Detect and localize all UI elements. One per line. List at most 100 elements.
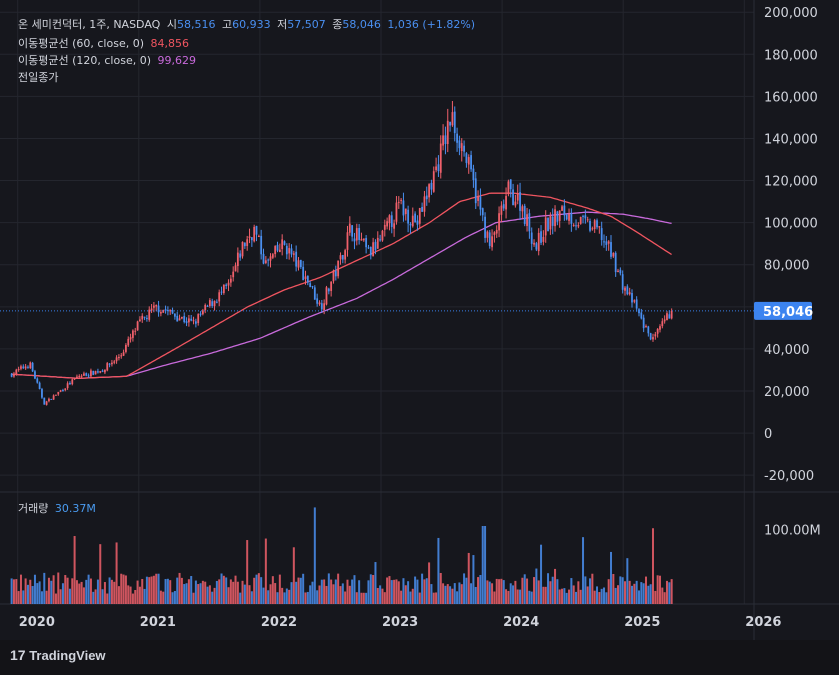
- candle-body: [201, 310, 204, 315]
- candle-body: [101, 370, 104, 372]
- candle-body: [607, 241, 610, 244]
- volume-bar: [617, 585, 620, 604]
- last-price-tag[interactable]: [754, 301, 812, 320]
- x-tick-label: 2021: [140, 615, 176, 630]
- volume-bar: [269, 584, 272, 604]
- candle-body: [281, 239, 284, 250]
- volume-bar: [274, 583, 277, 604]
- y-tick-label: 160,000: [764, 90, 818, 105]
- candle-body: [264, 260, 267, 264]
- candle-body: [327, 288, 330, 292]
- volume-bar: [456, 591, 459, 604]
- candle-body: [111, 362, 113, 365]
- volume-bar: [145, 576, 148, 604]
- candle-body: [27, 366, 29, 368]
- candle-body: [659, 326, 661, 330]
- volume-bar: [281, 587, 284, 604]
- volume-bar: [239, 592, 242, 604]
- candle-body: [69, 382, 71, 385]
- volume-bar: [255, 574, 258, 604]
- candle-body: [526, 214, 528, 226]
- candle-body: [505, 195, 507, 210]
- candle-body: [297, 260, 300, 268]
- volume-bar: [215, 580, 218, 604]
- candle-body: [260, 235, 263, 255]
- candle-body: [530, 232, 533, 244]
- volume-bar: [474, 586, 477, 604]
- candle-body: [99, 371, 102, 373]
- volume-bar: [656, 575, 659, 604]
- volume-bar: [670, 579, 673, 604]
- ma60-legend[interactable]: 이동평균선 (60, close, 0) 84,856: [18, 36, 192, 52]
- candle-body: [360, 239, 363, 241]
- prev-close-legend[interactable]: 전일종가: [18, 70, 61, 86]
- volume-bar: [621, 577, 624, 604]
- volume-bar: [498, 579, 501, 604]
- candle-body: [134, 330, 137, 332]
- volume-bar: [229, 579, 232, 604]
- candle-body: [421, 206, 424, 212]
- volume-bar: [264, 538, 267, 604]
- candle-body: [395, 202, 398, 222]
- volume-bar: [563, 588, 566, 604]
- volume-bar: [626, 558, 629, 604]
- candle-body: [575, 225, 577, 227]
- candle-body: [656, 328, 659, 334]
- candle-body: [540, 231, 542, 243]
- volume-bar: [241, 580, 244, 604]
- volume-bar: [376, 588, 379, 604]
- candle-body: [59, 390, 62, 392]
- volume-bar: [117, 586, 120, 604]
- candle-body: [22, 366, 25, 369]
- volume-bar: [430, 584, 433, 604]
- volume-bar: [351, 579, 354, 604]
- volume-bar: [472, 555, 475, 604]
- candle-body: [232, 271, 235, 278]
- x-tick-label: 2025: [624, 615, 660, 630]
- candle-body: [241, 241, 244, 257]
- candle-body: [411, 215, 414, 227]
- candle-body: [507, 181, 510, 195]
- volume-bar: [318, 585, 321, 604]
- volume-bar: [178, 572, 181, 604]
- x-tick-label: 2022: [261, 615, 297, 630]
- volume-bar: [460, 584, 463, 604]
- candle-body: [645, 326, 647, 328]
- volume-bar: [127, 585, 130, 604]
- candle-body: [250, 237, 253, 241]
- ma120-legend[interactable]: 이동평균선 (120, close, 0) 99,629: [18, 53, 199, 69]
- volume-bar: [59, 589, 62, 604]
- candle-body: [243, 242, 246, 247]
- candle-body: [449, 121, 451, 126]
- volume-bar: [374, 562, 377, 604]
- volume-bar: [400, 590, 403, 604]
- candle-body: [246, 239, 249, 246]
- candle-body: [593, 220, 596, 230]
- volume-legend[interactable]: 거래량 30.37M: [18, 501, 99, 517]
- volume-bar: [78, 583, 81, 604]
- volume-bar: [507, 590, 510, 604]
- candle-body: [605, 241, 608, 245]
- volume-bar: [369, 574, 372, 604]
- volume-bar: [234, 575, 237, 604]
- volume-bar: [533, 577, 536, 604]
- candle-body: [423, 196, 426, 212]
- candle-body: [190, 318, 193, 321]
- volume-bar: [372, 574, 375, 604]
- candle-body: [502, 204, 505, 209]
- candle-body: [78, 376, 81, 378]
- volume-bar: [122, 574, 125, 604]
- candle-body: [404, 208, 407, 215]
- y-tick-label: 100,000: [764, 217, 818, 232]
- volume-bar: [665, 580, 668, 604]
- candle-body: [97, 371, 99, 373]
- tradingview-logo[interactable]: 17 TradingView: [10, 647, 106, 663]
- volume-bar: [367, 580, 370, 604]
- symbol-title[interactable]: 온 세미컨덕터, 1주, NASDAQ: [18, 18, 161, 31]
- candle-body: [460, 143, 463, 152]
- candle-body: [416, 220, 419, 225]
- volume-bar: [87, 574, 90, 604]
- low-label: 저: [277, 18, 288, 31]
- volume-bar: [330, 579, 333, 604]
